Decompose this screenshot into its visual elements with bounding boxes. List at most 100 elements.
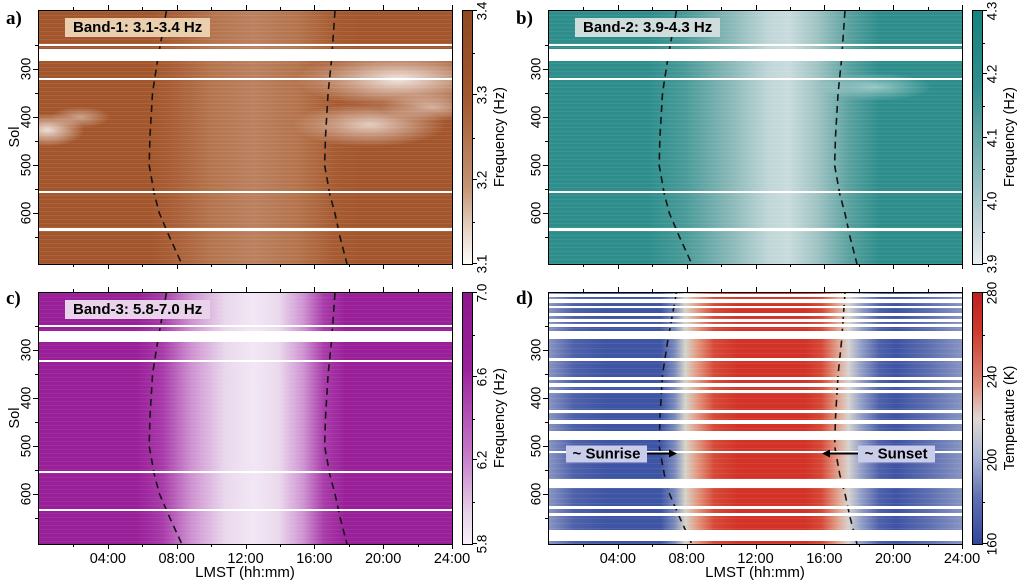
x-tick-minor	[583, 544, 585, 547]
x-tick	[686, 544, 688, 549]
colorbar-title-band3: Frequency (Hz)	[492, 368, 508, 468]
data-gap-stripe	[39, 43, 452, 46]
colorbar-tick-minor	[982, 334, 985, 336]
y-tick-minor	[545, 141, 548, 143]
x-tick	[383, 5, 385, 10]
x-tick-minor	[417, 544, 419, 547]
sunset-curve	[833, 293, 858, 544]
data-gap-stripe	[549, 319, 962, 322]
x-tick-label: 16:00	[296, 551, 333, 567]
x-tick-minor	[211, 7, 213, 10]
colorbar-tick-minor	[982, 169, 985, 171]
colorbar-tick	[982, 375, 987, 377]
x-tick	[893, 544, 895, 549]
x-tick-minor	[142, 264, 144, 267]
data-gap-stripe	[39, 471, 452, 474]
panel-d-letter: d)	[516, 288, 533, 309]
x-tick-minor	[417, 289, 419, 292]
x-tick-minor	[789, 7, 791, 10]
heatmap-temperature: ~ Sunrise ~ Sunset 300 400 500 600 04:00 08:0…	[529, 287, 980, 567]
x-tick	[755, 544, 757, 549]
x-tick-label: 08:00	[158, 551, 195, 567]
y-tick-minor	[35, 189, 38, 191]
x-tick-label: 04:00	[599, 551, 636, 567]
y-tick	[543, 68, 548, 70]
y-tick	[33, 398, 38, 400]
colorbar-tick-label: 3.2	[474, 170, 490, 190]
data-gap-stripe	[549, 419, 962, 424]
x-tick-minor	[73, 264, 75, 267]
sunrise-curve	[658, 11, 693, 264]
x-tick	[617, 544, 619, 549]
y-tick-minor	[545, 44, 548, 46]
y-tick-minor	[545, 326, 548, 328]
x-axis-title-right: LMST (hh:mm)	[705, 564, 805, 581]
colorbar-tick-label: 5.8	[474, 534, 490, 554]
y-tick-label: 600	[18, 482, 34, 506]
data-gap-stripe	[39, 508, 452, 511]
heatmap-band1: Band-1: 3.1-3.4 Hz 300 400 500 600	[19, 5, 453, 269]
x-tick	[686, 287, 688, 292]
x-tick-minor	[858, 544, 860, 547]
x-tick	[686, 5, 688, 10]
data-gap-stripe	[549, 324, 962, 328]
colorbar-tick-label: 4.2	[984, 64, 1000, 84]
y-tick-label: 600	[18, 202, 34, 225]
x-tick-minor	[721, 289, 723, 292]
y-tick-label: 300	[18, 57, 34, 81]
y-tick-minor	[35, 374, 38, 376]
colorbar-tick	[472, 543, 477, 544]
y-tick-label: 300	[528, 57, 544, 81]
x-tick	[176, 544, 178, 549]
x-tick-minor	[348, 544, 350, 547]
panel-c-letter: c)	[6, 288, 21, 309]
data-gap-stripe	[549, 299, 962, 304]
x-tick	[962, 264, 963, 269]
x-tick-minor	[279, 289, 281, 292]
x-tick-label: 04:00	[89, 551, 126, 567]
terminator-curves-d	[549, 293, 962, 544]
y-tick-label: 600	[528, 482, 544, 506]
data-gap-stripe	[549, 377, 962, 381]
x-tick-minor	[721, 544, 723, 547]
data-gap-stripes-c	[39, 293, 452, 544]
y-tick	[543, 213, 548, 215]
x-tick-label: 16:00	[806, 551, 843, 567]
colorbar-band1: 3.4 3.3 3.2 3.1	[462, 2, 490, 273]
x-tick	[245, 544, 247, 549]
x-tick	[893, 5, 895, 10]
x-tick	[245, 5, 247, 10]
x-tick-minor	[142, 7, 144, 10]
x-tick	[755, 5, 757, 10]
x-tick	[107, 264, 109, 269]
x-tick-minor	[858, 289, 860, 292]
y-tick-minor	[545, 237, 548, 239]
y-tick	[33, 350, 38, 352]
y-tick	[543, 117, 548, 118]
colorbar-tick-label: 4.1	[984, 128, 1000, 147]
y-tick	[543, 493, 548, 495]
x-tick	[617, 287, 619, 292]
colorbar-band2: 4.3 4.2 4.1 4.0 3.9	[972, 2, 1000, 273]
colorbar-tick-label: 3.9	[984, 254, 1000, 274]
data-gap-stripe	[39, 330, 452, 343]
x-tick	[107, 287, 109, 292]
x-tick-label: 12:00	[227, 551, 264, 567]
x-tick-minor	[789, 264, 791, 267]
x-tick-minor	[142, 289, 144, 292]
heatmap-band2: Band-2: 3.9-4.3 Hz 300 400 500 600	[529, 5, 963, 269]
data-gap-stripe	[39, 190, 452, 193]
sunrise-annotation: ~ Sunrise	[565, 445, 678, 463]
x-tick-minor	[927, 264, 929, 267]
x-tick-minor	[279, 264, 281, 267]
y-tick	[33, 165, 38, 167]
heatmap-band3: Band-3: 5.8-7.0 Hz 300 400 500 600 04:00 08:0…	[19, 287, 470, 567]
x-tick	[755, 287, 757, 292]
sunset-label: ~ Sunset	[857, 445, 935, 463]
x-tick	[452, 544, 453, 549]
data-gap-stripe	[549, 78, 962, 81]
x-tick-minor	[858, 264, 860, 267]
colorbar-tick-label: 6.6	[474, 367, 490, 386]
x-tick-minor	[652, 264, 654, 267]
x-tick-label: 12:00	[737, 551, 774, 567]
